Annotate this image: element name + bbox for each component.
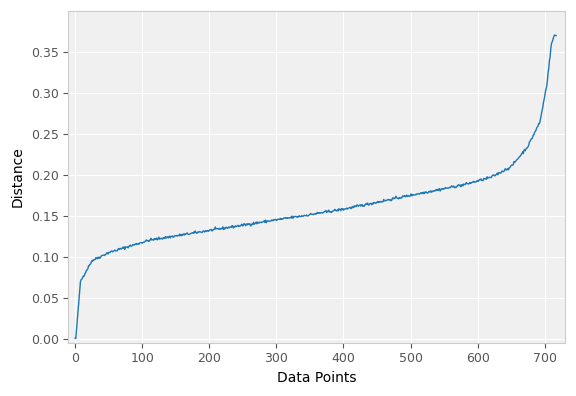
X-axis label: Data Points: Data Points — [277, 371, 357, 385]
Y-axis label: Distance: Distance — [11, 147, 25, 207]
